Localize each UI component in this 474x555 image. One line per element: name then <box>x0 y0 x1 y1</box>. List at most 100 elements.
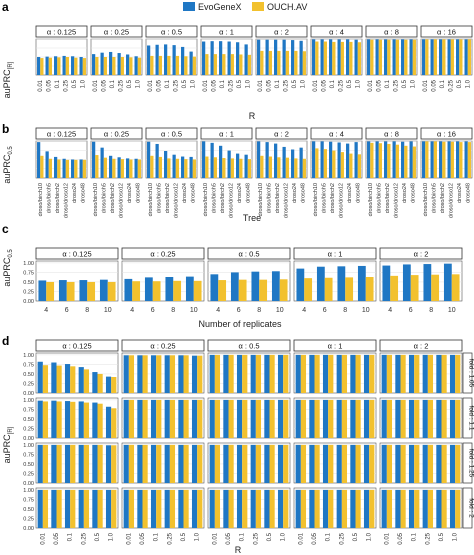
bar-ouch <box>283 444 289 483</box>
bar-ouch <box>111 377 117 393</box>
x-tick-label: 0.25 <box>167 532 173 544</box>
y-tick-label: 0.25 <box>23 471 34 477</box>
facet-strip <box>35 339 119 352</box>
x-tick-label: 0.5 <box>182 79 188 88</box>
bar-evogenex <box>150 355 157 393</box>
panel-a-ylabel-sub: [R] <box>8 61 14 69</box>
bar-ouch <box>228 399 234 438</box>
bar-evogenex <box>274 143 278 178</box>
bar-ouch <box>247 54 251 75</box>
bar-ouch <box>192 159 196 178</box>
bar-evogenex <box>381 444 387 483</box>
bar-ouch <box>283 399 289 438</box>
bar-evogenex <box>277 354 284 393</box>
bar-evogenex <box>209 354 215 393</box>
panel-d-ylabel: auPRC[R] <box>2 426 14 463</box>
bar-evogenex <box>282 39 286 75</box>
y-tick-label: 0.25 <box>23 381 34 387</box>
x-tick-label: 1.0 <box>245 79 251 88</box>
bar-ouch <box>433 39 437 75</box>
facet-b-7: α : 8 droso/birch10 droso/birch5 droso/birc… <box>365 127 418 218</box>
facet-title: α : 0.25 <box>150 342 175 351</box>
facet-strip <box>310 127 363 140</box>
bar-ouch <box>285 157 289 178</box>
bar-ouch <box>214 399 221 438</box>
bar-ouch <box>341 354 348 393</box>
facet-c-4: α : 1 4 6 8 10 <box>293 247 377 314</box>
bar-ouch <box>175 158 179 178</box>
bar-ouch <box>83 444 90 483</box>
facet-strip <box>310 25 363 38</box>
panel-b-ylabel-sub: 0.5 <box>8 146 14 155</box>
bar-ouch <box>425 39 429 75</box>
bar-ouch <box>304 278 313 301</box>
bar-ouch <box>395 144 399 178</box>
facet-title: α : 1 <box>219 28 234 37</box>
bar-ouch <box>48 57 52 75</box>
plot-background <box>35 397 119 439</box>
bar-ouch <box>175 55 179 75</box>
bar-ouch <box>120 57 124 75</box>
bar-evogenex <box>408 489 415 528</box>
facet-d-5: α : 2 fold : 1.05 <box>379 339 474 394</box>
x-tick-label: 6 <box>151 307 155 314</box>
panel-c-xlabel: Number of replicates <box>198 319 282 329</box>
x-tick-label: 0.01 <box>212 532 218 544</box>
bar-evogenex <box>209 399 215 438</box>
bar-evogenex <box>137 489 143 528</box>
bar-evogenex <box>447 141 451 178</box>
x-tick-label: 0.01 <box>423 79 429 91</box>
bar-ouch <box>400 354 406 393</box>
bar-ouch <box>183 355 189 393</box>
facet-title: α : 0.25 <box>104 28 129 37</box>
facet-strip <box>145 25 198 38</box>
x-tick-label: droso48 <box>300 183 306 203</box>
facet-title: α : 0.125 <box>62 250 91 259</box>
facet-d-6: 0.00 0.25 0.50 0.75 1.00 <box>23 397 119 442</box>
bar-ouch <box>197 355 203 393</box>
bar-ouch <box>70 401 76 438</box>
x-tick-label: 6 <box>323 307 327 314</box>
bar-ouch <box>128 399 135 438</box>
bar-ouch <box>158 156 162 178</box>
bar-evogenex <box>250 354 256 393</box>
bar-ouch <box>169 355 176 393</box>
x-tick-label: 6 <box>65 307 69 314</box>
bar-ouch <box>459 142 463 178</box>
bar-evogenex <box>181 156 185 178</box>
bar-evogenex <box>436 489 442 528</box>
x-tick-label: droso48 <box>190 183 196 203</box>
panel-c-labels: c auPRC0.5 Number of replicates <box>2 222 282 329</box>
bar-ouch <box>315 148 319 178</box>
bar-evogenex <box>291 40 295 75</box>
x-tick-label: 4 <box>130 307 134 314</box>
bar-evogenex <box>316 266 325 301</box>
facet-b-4: α : 1 droso/birch10 droso/birch5 droso/birc… <box>200 127 253 218</box>
x-tick-label: 0.05 <box>101 79 107 91</box>
bar-ouch <box>340 152 344 178</box>
bar-ouch <box>129 57 133 75</box>
bar-ouch <box>169 399 176 438</box>
bar-ouch <box>132 281 141 301</box>
bar-ouch <box>228 489 234 528</box>
x-tick-label: 0.1 <box>68 532 74 541</box>
bar-evogenex <box>105 489 112 528</box>
bar-ouch <box>103 157 107 178</box>
row-strip-label: fold : 1.1 <box>468 406 474 431</box>
panel-b-xlabel: Tree <box>243 213 261 223</box>
bar-evogenex <box>402 264 411 301</box>
x-tick-label: 0.25 <box>448 79 454 91</box>
bar-ouch <box>459 39 463 75</box>
bar-evogenex <box>64 489 71 528</box>
bar-evogenex <box>250 399 256 438</box>
bar-ouch <box>370 39 374 75</box>
legend-label-ouch: OUCH.AV <box>267 2 307 12</box>
facet-strip <box>293 247 377 260</box>
facet-strip <box>207 339 291 352</box>
bar-ouch <box>328 399 334 438</box>
bar-ouch <box>450 39 454 75</box>
bar-evogenex <box>395 399 401 438</box>
plot-background <box>293 442 377 484</box>
facet-strip <box>379 339 463 352</box>
x-tick-label: 8 <box>85 307 89 314</box>
